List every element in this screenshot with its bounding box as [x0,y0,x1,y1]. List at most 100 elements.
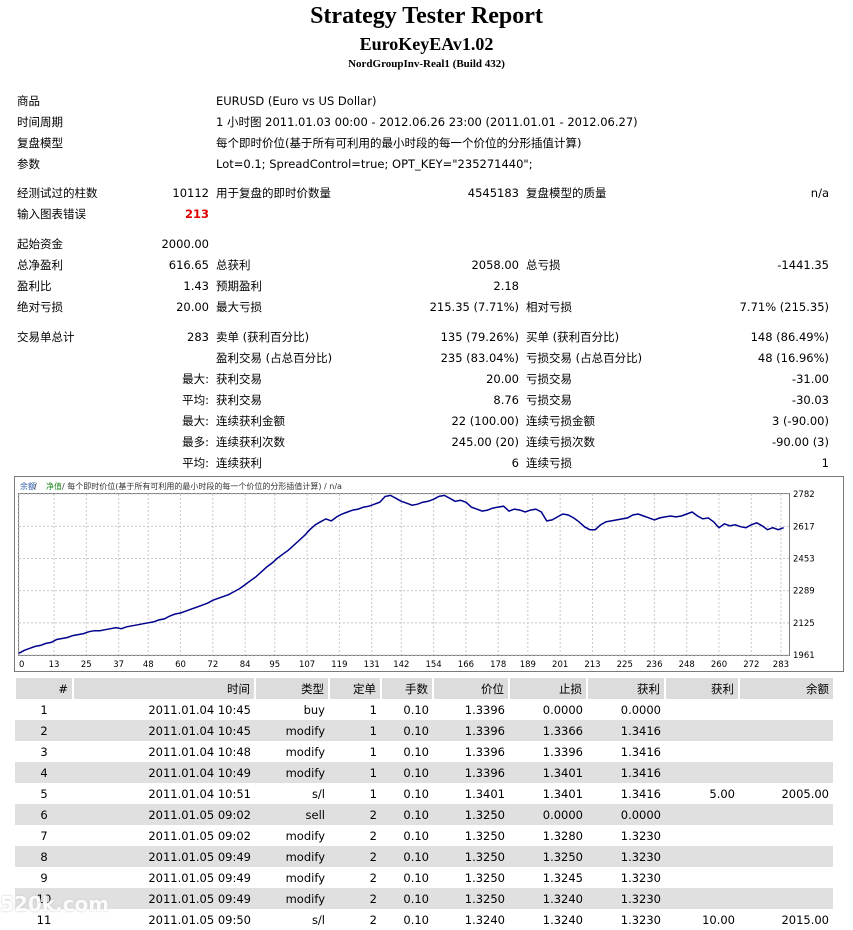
grossloss-label: 总亏损 [526,258,561,272]
table-cell: 1 [329,762,381,783]
table-cell: 1.3240 [542,912,583,927]
table-cell: 2 [329,804,381,825]
symbol-label: 商品 [17,94,40,108]
x-tick-label: 154 [425,660,441,670]
long-label: 买单 (获利百分比) [526,330,620,344]
period-value: 1 小时图 2011.01.03 00:00 - 2012.06.26 23:0… [216,115,638,129]
stats-row-consec-amount: 最大: 连续获利金额 22 (100.00) 连续亏损金额 3 (-90.00) [0,411,853,432]
table-cell [665,804,739,825]
y-tick-label: 2617 [793,522,815,532]
x-tick-label: 13 [49,660,60,670]
table-cell: 10.00 [702,912,735,927]
x-tick-label: 107 [299,660,315,670]
stats-row-trades: 交易单总计 283 卖单 (获利百分比) 135 (79.26%) 买单 (获利… [0,327,853,348]
table-cell: 2 [369,870,377,885]
absdd-value: 20.00 [176,300,209,314]
table-cell: 1.3366 [509,720,587,741]
x-tick-label: 48 [143,660,154,670]
period-label: 时间周期 [17,115,63,129]
reldd-label: 相对亏损 [526,300,572,314]
ea-name: EuroKeyEAv1.02 [359,34,494,54]
short-value: 135 (79.26%) [440,330,519,344]
balance-chart: 余额 / 净值 / 每个即时价位(基于所有可利用的最小时段的每一个价位的分形插值… [14,476,844,672]
x-tick-label: 72 [207,660,218,670]
y-tick-label: 2125 [793,619,815,629]
payoff-value: 2.18 [493,279,519,293]
table-cell [739,804,833,825]
table-cell: 0.10 [403,912,429,927]
symbol-value: EURUSD (Euro vs US Dollar) [216,94,377,108]
x-tick-label: 272 [743,660,759,670]
x-tick-label: 260 [711,660,727,670]
model-label: 复盘模型 [17,136,63,150]
table-cell [739,867,833,888]
column-header: 类型 [254,678,329,699]
table-cell: 5.00 [709,786,735,801]
avg-consec-wins-label: 连续获利 [216,456,262,470]
table-cell: 2011.01.04 10:51 [148,786,251,801]
avg-label: 平均: [182,393,209,407]
x-tick-label: 142 [393,660,409,670]
table-cell: 1.3230 [620,912,661,927]
x-tick-label: 189 [520,660,536,670]
x-tick-label: 131 [364,660,380,670]
largest-profit-label: 获利交易 [216,372,262,386]
table-cell: 0.10 [381,888,433,909]
consec-wins-amt-value: 22 (100.00) [451,414,519,428]
table-row: 10 2011.01.05 09:49 modify 2 0.10 1.3250 1.324… [15,888,833,909]
table-cell: 1 [369,786,377,801]
table-cell [739,741,833,762]
consec-loss-amt-value: 3 (-90.00) [771,414,829,428]
most-label: 最多: [182,435,209,449]
profit-trades-label: 盈利交易 (占总百分比) [216,351,333,365]
table-row: 1 2011.01.04 10:45 buy 1 0.10 1.3396 0.0000 0.0… [15,699,833,720]
table-cell: 8 [15,846,73,867]
table-cell: 1 [369,744,377,759]
consec-loss-count-value: -90.00 (3) [771,435,829,449]
table-cell: modify [255,846,329,867]
stats-row-largest: 最大: 获利交易 20.00 亏损交易 -31.00 [0,369,853,390]
errors-value: 213 [184,207,209,221]
table-cell [665,888,739,909]
long-value: 148 (86.49%) [750,330,829,344]
table-row: 6 2011.01.05 09:02 sell 2 0.10 1.3250 0.0000 0.… [15,804,833,825]
table-cell: 1 [40,702,48,717]
table-cell [665,720,739,741]
table-cell: 1.3416 [620,744,661,759]
table-cell: 9 [40,870,48,885]
table-cell: 5 [40,786,48,801]
trades-table: # 时间 类型 定单 手数 价位 止损 获利 获利 余额 1 2011.01.04 10:45 buy… [14,678,833,930]
x-axis-ticks: 0 13 25 37 48 60 72 84 95 107 119 131 142 154 166 178 18… [19,660,789,670]
avg-profit-value: 8.76 [493,393,519,407]
table-cell: 1.3396 [464,702,505,717]
params-value: Lot=0.1; SpreadControl=true; OPT_KEY="23… [216,157,533,171]
stats-row-pf: 盈利比 1.43 预期盈利 2.18 [0,276,853,297]
table-cell [665,846,739,867]
watermark: 520k.com [0,892,110,916]
consec-wins-amt-label: 连续获利金额 [216,414,285,428]
trades-header-row: # 时间 类型 定单 手数 价位 止损 获利 获利 余额 [14,678,833,699]
payoff-label: 预期盈利 [216,279,262,293]
table-cell: 0.0000 [542,702,583,717]
stats-row-average: 平均: 获利交易 8.76 亏损交易 -30.03 [0,390,853,411]
avg-profit-label: 获利交易 [216,393,262,407]
trades-label: 交易单总计 [17,330,75,344]
chart-border [14,476,844,672]
profit-trades-value: 235 (83.04%) [440,351,519,365]
table-cell: 0.10 [381,762,433,783]
table-cell: modify [255,720,329,741]
table-cell: 2011.01.05 09:50 [148,912,251,927]
table-cell: modify [285,870,325,885]
table-cell [739,762,833,783]
x-tick-label: 166 [458,660,474,670]
grossprofit-value: 2058.00 [471,258,519,272]
errors-label: 输入图表错误 [17,207,86,221]
y-tick-label: 2289 [793,587,815,597]
largest-profit-value: 20.00 [486,372,519,386]
stats-row-consec-count: 最多: 连续获利次数 245.00 (20) 连续亏损次数 -90.00 (3) [0,432,853,453]
maxdd-value: 215.35 (7.71%) [429,300,519,314]
column-header: 止损 [508,678,587,699]
deposit-label: 起始资金 [17,237,63,251]
table-cell: 0.10 [403,870,429,885]
table-cell: 4 [15,762,73,783]
